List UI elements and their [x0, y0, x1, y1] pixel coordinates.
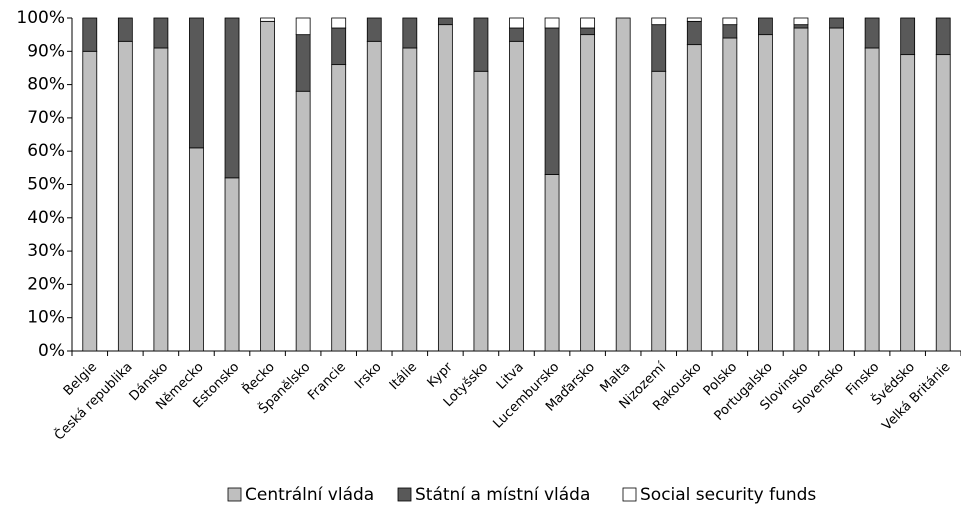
bar-segment: [260, 17, 275, 22]
bar-segment: [153, 17, 169, 49]
bar-segment: [509, 27, 524, 42]
bar-segment: [473, 17, 489, 72]
y-tick-label: 0%: [38, 341, 65, 361]
bar-segment: [437, 24, 453, 352]
y-tick-label: 40%: [27, 208, 65, 228]
bar-segment: [295, 17, 311, 36]
bar-segment: [82, 17, 98, 52]
x-tick-label: Kypr: [425, 359, 456, 390]
bar-segment: [615, 17, 631, 352]
bar-segment: [331, 17, 347, 29]
bar-segment: [224, 177, 240, 352]
bar-segment: [651, 24, 667, 72]
bar-segment: [544, 17, 560, 29]
bar-segment: [580, 27, 596, 36]
bar-segment: [580, 34, 596, 352]
bar-segment: [402, 17, 418, 49]
legend-label: Centrální vláda: [245, 485, 374, 505]
bar-segment: [402, 47, 418, 352]
bar-segment: [722, 37, 738, 352]
bar-segment: [295, 34, 311, 92]
bar-segment: [829, 27, 844, 352]
legend-label: Státní a místní vláda: [415, 485, 590, 505]
bar-segment: [331, 64, 347, 352]
bar-segment: [935, 17, 951, 56]
legend-swatch: [622, 487, 637, 502]
bar-segment: [793, 27, 809, 352]
bar-segment: [722, 24, 738, 39]
bar-segment: [295, 90, 311, 352]
bar-segment: [473, 70, 489, 352]
legend-swatch: [227, 487, 242, 502]
x-tick-label: Itálie: [387, 360, 420, 393]
bar-segment: [651, 17, 667, 26]
bar-segment: [331, 27, 347, 66]
bar-segment: [686, 20, 702, 46]
y-tick-label: 30%: [27, 241, 65, 261]
y-tick-label: 10%: [27, 308, 65, 328]
bar-segment: [544, 27, 560, 175]
bar-segment: [758, 17, 773, 36]
bar-segment: [509, 40, 524, 352]
bar-segment: [651, 70, 667, 352]
bar-segment: [260, 20, 275, 352]
y-tick-label: 100%: [16, 8, 65, 28]
bar-segment: [900, 54, 916, 352]
bar-segment: [864, 47, 880, 352]
y-tick-label: 80%: [27, 75, 65, 95]
x-tick-label: Irsko: [352, 360, 385, 393]
bar-segment: [117, 17, 133, 42]
bar-segment: [686, 17, 702, 22]
bar-segment: [366, 40, 382, 352]
bar-segment: [509, 17, 524, 29]
legend-swatch: [397, 487, 412, 502]
bar-segment: [758, 34, 773, 352]
bar-segment: [366, 17, 382, 42]
y-tick-label: 70%: [27, 108, 65, 128]
x-tick-label: Litva: [494, 360, 527, 393]
bar-segment: [153, 47, 169, 352]
bar-segment: [437, 17, 453, 26]
bar-segment: [793, 24, 809, 29]
bar-segment: [935, 54, 951, 352]
bar-segment: [864, 17, 880, 49]
bar-segment: [829, 17, 844, 29]
y-tick-label: 60%: [27, 141, 65, 161]
bar-segment: [82, 50, 98, 352]
y-tick-label: 90%: [27, 41, 65, 61]
y-tick-label: 50%: [27, 175, 65, 195]
bar-segment: [224, 17, 240, 179]
legend-label: Social security funds: [640, 485, 816, 505]
bar-segment: [722, 17, 738, 26]
x-tick-label: Francie: [305, 360, 349, 404]
bar-segment: [686, 44, 702, 352]
bar-segment: [544, 174, 560, 352]
bar-segment: [189, 17, 204, 149]
bar-segment: [900, 17, 916, 56]
bar-segment: [189, 147, 204, 352]
bar-segment: [580, 17, 596, 29]
y-tick-label: 20%: [27, 274, 65, 294]
bar-segment: [117, 40, 133, 352]
bar-segment: [793, 17, 809, 26]
